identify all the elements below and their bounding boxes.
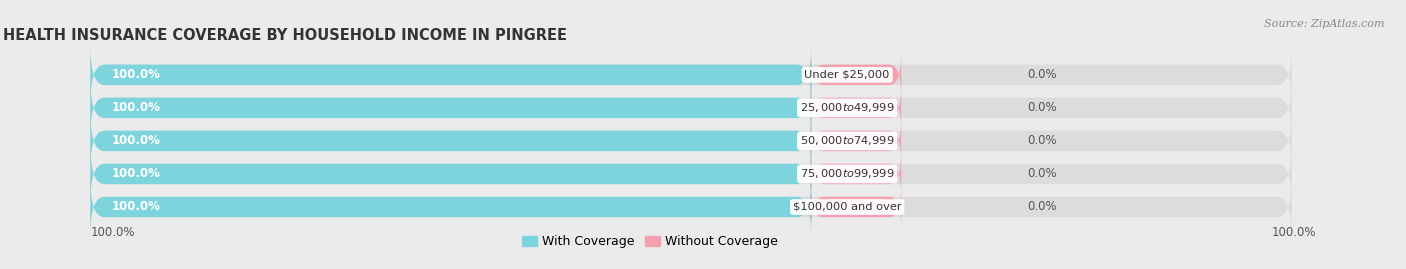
FancyBboxPatch shape (811, 118, 901, 164)
FancyBboxPatch shape (90, 45, 1292, 104)
FancyBboxPatch shape (811, 52, 901, 98)
Text: 100.0%: 100.0% (112, 168, 160, 180)
Text: 0.0%: 0.0% (1028, 168, 1057, 180)
FancyBboxPatch shape (90, 45, 811, 104)
Text: 100.0%: 100.0% (90, 226, 135, 239)
Text: 0.0%: 0.0% (1028, 200, 1057, 214)
FancyBboxPatch shape (90, 79, 811, 137)
Text: 100.0%: 100.0% (112, 68, 160, 81)
FancyBboxPatch shape (811, 184, 901, 230)
Text: 100.0%: 100.0% (1271, 226, 1316, 239)
Text: HEALTH INSURANCE COVERAGE BY HOUSEHOLD INCOME IN PINGREE: HEALTH INSURANCE COVERAGE BY HOUSEHOLD I… (3, 28, 567, 43)
Text: $25,000 to $49,999: $25,000 to $49,999 (800, 101, 894, 114)
Text: 100.0%: 100.0% (112, 101, 160, 114)
Text: Source: ZipAtlas.com: Source: ZipAtlas.com (1264, 19, 1385, 29)
Text: $75,000 to $99,999: $75,000 to $99,999 (800, 168, 894, 180)
Text: 100.0%: 100.0% (112, 134, 160, 147)
Legend: With Coverage, Without Coverage: With Coverage, Without Coverage (517, 230, 783, 253)
FancyBboxPatch shape (90, 79, 1292, 137)
FancyBboxPatch shape (90, 144, 1292, 203)
FancyBboxPatch shape (90, 112, 1292, 170)
Text: 0.0%: 0.0% (1028, 101, 1057, 114)
Text: Under $25,000: Under $25,000 (804, 70, 890, 80)
FancyBboxPatch shape (90, 178, 811, 236)
FancyBboxPatch shape (811, 85, 901, 131)
Text: 0.0%: 0.0% (1028, 134, 1057, 147)
Text: $50,000 to $74,999: $50,000 to $74,999 (800, 134, 894, 147)
Text: 0.0%: 0.0% (1028, 68, 1057, 81)
FancyBboxPatch shape (90, 112, 811, 170)
Text: $100,000 and over: $100,000 and over (793, 202, 901, 212)
FancyBboxPatch shape (811, 151, 901, 197)
Text: 100.0%: 100.0% (112, 200, 160, 214)
FancyBboxPatch shape (90, 178, 1292, 236)
FancyBboxPatch shape (90, 144, 811, 203)
